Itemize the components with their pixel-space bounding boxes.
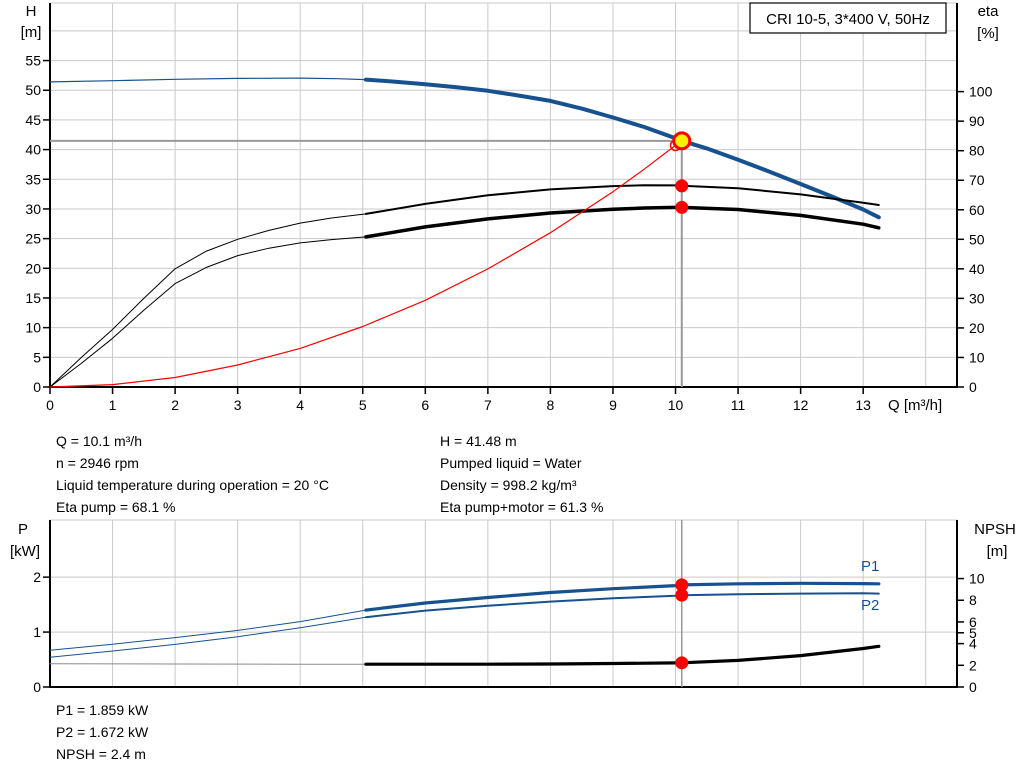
- p1-value: P1 = 1.859 kW: [56, 702, 149, 718]
- p2-curve: [364, 592, 880, 619]
- right-axis-tick-label: 2: [969, 657, 977, 673]
- x-axis-tick-label: 7: [484, 397, 492, 413]
- system-curve: [49, 144, 677, 388]
- left-axis-tick-label: 50: [25, 82, 41, 98]
- duty-eta-pump-marker[interactable]: [675, 179, 689, 193]
- duty-p2-marker[interactable]: [675, 588, 689, 602]
- right-axis-tick-label: 4: [969, 636, 977, 652]
- density-value: Density = 998.2 kg/m³: [440, 477, 577, 493]
- flow-value: Q = 10.1 m³/h: [56, 433, 142, 449]
- speed-value: n = 2946 rpm: [56, 455, 139, 471]
- result-values: P1 = 1.859 kW P2 = 1.672 kW NPSH = 2.4 m: [56, 699, 148, 765]
- right-axis-tick-label: 80: [969, 143, 985, 159]
- x-axis-tick-label: 4: [296, 397, 304, 413]
- right-axis-tick-label: 10: [969, 349, 985, 365]
- right-axis-tick-label: 100: [969, 84, 993, 100]
- npsh-axis-title: NPSH: [974, 521, 1016, 538]
- left-axis-tick-label: 10: [25, 320, 41, 336]
- left-axis-tick-label: 2: [33, 569, 41, 585]
- x-axis-tick-label: 9: [609, 397, 617, 413]
- right-axis-tick-label: 90: [969, 113, 985, 129]
- npsh-value: NPSH = 2.4 m: [56, 746, 146, 762]
- x-axis-tick-label: 12: [793, 397, 809, 413]
- p2-curve-label: P2: [861, 597, 879, 614]
- pump-curve: [363, 77, 881, 220]
- info-right-column: H = 41.48 m Pumped liquid = Water Densit…: [440, 430, 603, 518]
- left-axis-tick-label: 55: [25, 53, 41, 69]
- head-axis-title: H: [26, 3, 37, 20]
- left-axis-tick-label: 30: [25, 201, 41, 217]
- right-axis-tick-label: 0: [969, 379, 977, 395]
- info-left-column: Q = 10.1 m³/h n = 2946 rpm Liquid temper…: [56, 430, 329, 518]
- x-axis-tick-label: 8: [547, 397, 555, 413]
- left-axis-tick-label: 0: [33, 379, 41, 395]
- duty-p1-marker[interactable]: [675, 578, 689, 592]
- eta-pump-curve: [364, 184, 880, 215]
- right-axis-tick-label: 20: [969, 320, 985, 336]
- x-axis-tick-label: 3: [234, 397, 242, 413]
- x-axis-tick-label: 11: [731, 397, 746, 413]
- npsh-curve: [364, 644, 881, 666]
- npsh-curve-preview: [49, 663, 367, 665]
- x-axis-tick-label: 6: [421, 397, 429, 413]
- left-axis-tick-label: 20: [25, 260, 41, 276]
- power-npsh-chart: 0 1 2 0 2 456 8 10 P [kW] NPSH [m] P1 P2: [10, 519, 1016, 695]
- npsh-axis-unit: [m]: [987, 543, 1008, 560]
- right-axis-tick-label: 0: [969, 679, 977, 695]
- duty-npsh-marker[interactable]: [675, 656, 689, 670]
- head-efficiency-chart: 0510152025303540455055010203040506070809…: [21, 2, 1000, 414]
- left-axis-tick-label: 45: [25, 112, 41, 128]
- right-axis-tick-label: 6: [969, 614, 977, 630]
- left-axis-tick-label: 35: [25, 171, 41, 187]
- flow-axis-title: Q [m³/h]: [888, 397, 942, 414]
- right-axis-tick-label: 10: [969, 571, 985, 587]
- eta-total-curve: [364, 205, 881, 239]
- eta-pump-curve-preview: [49, 213, 367, 388]
- left-axis-tick-label: 25: [25, 231, 41, 247]
- eta-axis-title: eta: [978, 3, 1000, 20]
- x-axis-tick-label: 1: [109, 397, 117, 413]
- left-axis-tick-label: 1: [33, 624, 41, 640]
- left-axis-tick-label: 40: [25, 142, 41, 158]
- liquid-value: Pumped liquid = Water: [440, 455, 582, 471]
- right-axis-tick-label: 50: [969, 231, 985, 247]
- right-axis-tick-label: 60: [969, 202, 985, 218]
- x-axis-tick-label: 13: [855, 397, 871, 413]
- right-axis-tick-label: 40: [969, 261, 985, 277]
- p2-value: P2 = 1.672 kW: [56, 724, 149, 740]
- x-axis-tick-label: 10: [668, 397, 684, 413]
- p1-curve: [364, 581, 881, 612]
- p1-curve-label: P1: [861, 558, 879, 575]
- right-axis-tick-label: 8: [969, 592, 977, 608]
- x-axis-tick-label: 0: [46, 397, 54, 413]
- right-axis-tick-label: 5: [969, 625, 977, 641]
- power-axis-unit: [kW]: [10, 543, 40, 560]
- eta-axis-unit: [%]: [977, 25, 999, 42]
- left-axis-tick-label: 15: [25, 290, 41, 306]
- x-axis-tick-label: 2: [171, 397, 179, 413]
- head-value: H = 41.48 m: [440, 433, 517, 449]
- left-axis-tick-label: 0: [33, 679, 41, 695]
- right-axis-tick-label: 30: [969, 290, 985, 306]
- p1-curve-preview: [49, 609, 367, 651]
- pump-curve-preview: [49, 77, 367, 83]
- duty-eta-total-marker[interactable]: [675, 200, 689, 214]
- eta-pump-value: Eta pump = 68.1 %: [56, 499, 176, 515]
- eta-total-curve-preview: [49, 236, 367, 388]
- p2-curve-preview: [49, 616, 367, 658]
- eta-total-value: Eta pump+motor = 61.3 %: [440, 499, 604, 515]
- x-axis-tick-label: 5: [359, 397, 367, 413]
- right-axis-tick-label: 70: [969, 172, 985, 188]
- duty-point-marker[interactable]: [672, 131, 692, 151]
- pump-title: CRI 10-5, 3*400 V, 50Hz: [766, 11, 930, 28]
- pump-title-box: [749, 2, 947, 34]
- power-axis-title: P: [18, 521, 28, 538]
- head-axis-unit: [m]: [21, 24, 42, 41]
- left-axis-tick-label: 5: [33, 349, 41, 365]
- temperature-value: Liquid temperature during operation = 20…: [56, 477, 329, 493]
